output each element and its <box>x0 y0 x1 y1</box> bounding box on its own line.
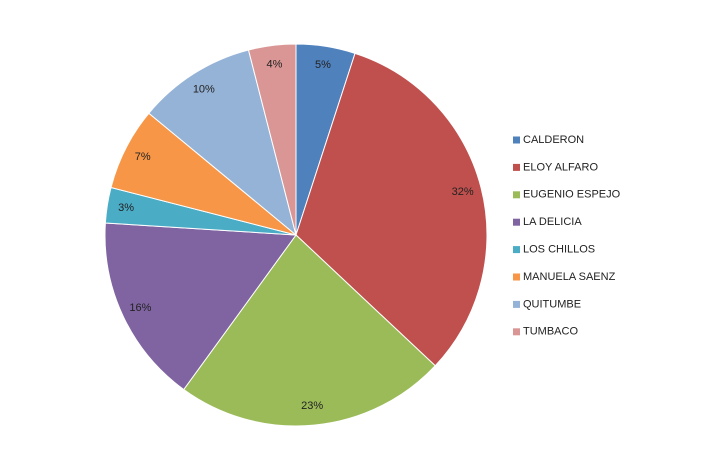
legend-label: CALDERON <box>523 134 584 146</box>
data-label: 10% <box>193 84 215 96</box>
pie-slice <box>183 234 436 427</box>
legend-swatch <box>513 300 520 308</box>
legend-label: LOS CHILLOS <box>523 244 595 256</box>
pie-slice <box>148 49 297 237</box>
data-label: 3% <box>118 202 134 214</box>
legend-label: TUMBACO <box>523 326 578 338</box>
pie-slice <box>104 222 297 391</box>
pie-slice <box>247 43 297 236</box>
legend-swatch <box>513 246 520 254</box>
data-label: 7% <box>135 151 151 163</box>
legend-label: ELOY ALFARO <box>523 161 598 173</box>
legend-swatch <box>513 218 520 226</box>
data-label: 4% <box>266 58 282 70</box>
data-label: 16% <box>129 302 151 314</box>
legend-label: QUITUMBE <box>523 298 581 310</box>
legend-swatch <box>513 273 520 281</box>
legend-label: EUGENIO ESPEJO <box>523 189 621 201</box>
data-label: 32% <box>452 186 474 198</box>
legend-label: MANUELA SAENZ <box>523 271 616 283</box>
legend-swatch <box>513 163 520 171</box>
legend-swatch <box>513 191 520 199</box>
legend-label: LA DELICIA <box>523 216 582 228</box>
data-label: 23% <box>301 400 323 412</box>
legend-swatch <box>513 328 520 336</box>
data-label: 5% <box>315 59 331 71</box>
legend-swatch <box>513 136 520 144</box>
pie-slice <box>295 52 488 367</box>
